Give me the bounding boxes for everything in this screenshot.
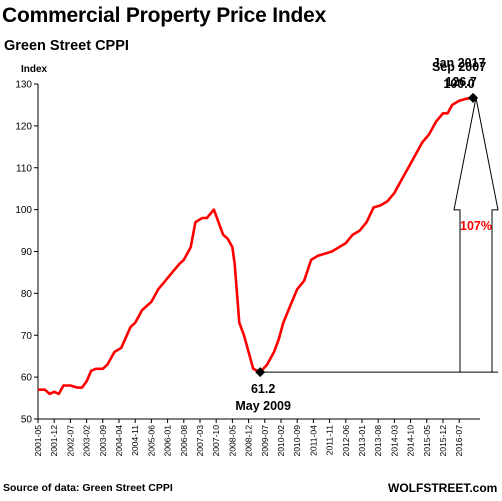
x-tick-label: 2001-05 bbox=[33, 425, 43, 457]
y-tick-label: 110 bbox=[16, 163, 32, 174]
x-tick-label: 2014-10 bbox=[406, 425, 416, 457]
latest-date-label: Jan 2017 bbox=[433, 56, 486, 70]
x-tick-label: 2015-05 bbox=[422, 425, 432, 457]
increase-arrow bbox=[264, 97, 499, 373]
x-tick-label: 2006-01 bbox=[163, 425, 173, 457]
y-tick-label: 50 bbox=[21, 415, 33, 426]
x-tick-label: 2011-04 bbox=[308, 425, 318, 456]
x-tick-label: 2003-02 bbox=[82, 425, 92, 457]
point-markers bbox=[255, 92, 479, 378]
y-tick-labels: 50 60 70 80 90 100 110 120 130 bbox=[15, 80, 32, 426]
x-tick-label: 2007-03 bbox=[195, 425, 205, 457]
y-tick-label: 60 bbox=[21, 373, 33, 384]
x-tick-label: 2008-05 bbox=[227, 425, 237, 457]
trough-marker bbox=[255, 367, 266, 378]
peak-marker bbox=[468, 92, 479, 103]
y-tick-label: 120 bbox=[15, 121, 32, 132]
x-tick-label: 2012-06 bbox=[341, 425, 351, 457]
increase-percent-label: 107% bbox=[460, 219, 492, 233]
chart-title: Commercial Property Price Index bbox=[2, 4, 327, 27]
x-tick-labels: 2001-05 2001-12 2002-07 2003-02 2003-09 2004-… bbox=[33, 425, 464, 457]
trough-value-label: 61.2 bbox=[251, 382, 275, 396]
y-tick-label: 100 bbox=[15, 205, 32, 216]
series-line bbox=[38, 96, 474, 396]
x-tick-label: 2004-11 bbox=[130, 425, 140, 456]
x-tick-label: 2010-02 bbox=[276, 425, 286, 457]
x-tick-label: 2003-09 bbox=[98, 425, 108, 457]
x-tick-label: 2007-10 bbox=[211, 425, 221, 457]
x-tick-label: 2011-11 bbox=[325, 425, 335, 455]
peak-value-label: 100.0 bbox=[443, 77, 474, 91]
y-tick-label: 70 bbox=[21, 331, 33, 342]
x-tick-label: 2016-07 bbox=[454, 425, 464, 457]
x-tick-label: 2008-12 bbox=[244, 425, 254, 457]
latest-value-label: 126.7 bbox=[445, 75, 476, 89]
y-axis-label: Index bbox=[21, 64, 48, 75]
chart-subtitle: Green Street CPPI bbox=[4, 38, 129, 54]
x-tick-label: 2004-04 bbox=[114, 425, 124, 457]
x-tick-label: 2014-03 bbox=[389, 425, 399, 457]
chart-axes bbox=[34, 83, 480, 423]
brand-label: WOLFSTREET.com bbox=[388, 481, 498, 495]
x-tick-label: 2010-09 bbox=[292, 425, 302, 457]
y-tick-label: 80 bbox=[21, 289, 33, 300]
x-tick-label: 2001-12 bbox=[49, 425, 59, 457]
trough-date-label: May 2009 bbox=[235, 399, 291, 413]
x-tick-label: 2013-01 bbox=[357, 425, 367, 457]
x-tick-label: 2015-12 bbox=[438, 425, 448, 457]
x-tick-label: 2006-08 bbox=[179, 425, 189, 457]
source-note: Source of data: Green Street CPPI bbox=[3, 482, 173, 494]
x-tick-label: 2013-08 bbox=[373, 425, 383, 457]
x-tick-label: 2005-06 bbox=[146, 425, 156, 457]
x-tick-label: 2002-07 bbox=[65, 425, 75, 457]
peak-date-label: Sep 2007 bbox=[432, 60, 486, 74]
arrow-outline bbox=[453, 97, 499, 373]
y-tick-label: 130 bbox=[15, 80, 32, 91]
x-tick-label: 2009-07 bbox=[260, 425, 270, 457]
y-tick-label: 90 bbox=[21, 247, 33, 258]
